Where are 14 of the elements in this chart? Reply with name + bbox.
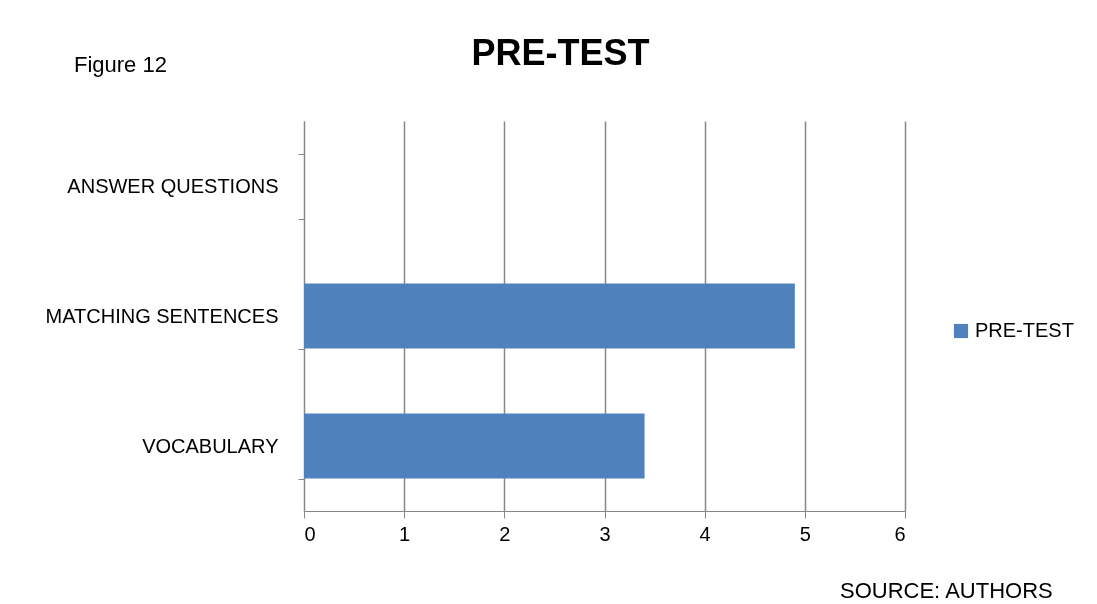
- y-tick-label: ANSWER QUESTIONS: [67, 174, 279, 197]
- x-tick-label: 3: [599, 522, 611, 545]
- caption: Figure 12: [74, 52, 167, 78]
- x-tick-label: 4: [699, 522, 711, 545]
- legend-label: PRE-TEST: [975, 319, 1074, 341]
- y-tick-label: VOCABULARY: [142, 434, 279, 457]
- x-tick-label: 0: [304, 522, 316, 545]
- x-tick-label: 5: [799, 522, 811, 545]
- x-tick-label: 6: [894, 522, 906, 545]
- source-note: SOURCE: AUTHORS: [840, 578, 1053, 604]
- y-tick-label: MATCHING SENTENCES: [45, 304, 279, 327]
- x-tick-label: 2: [499, 522, 511, 545]
- chart-title: PRE-TEST: [471, 32, 650, 73]
- x-tick-label: 1: [399, 522, 411, 545]
